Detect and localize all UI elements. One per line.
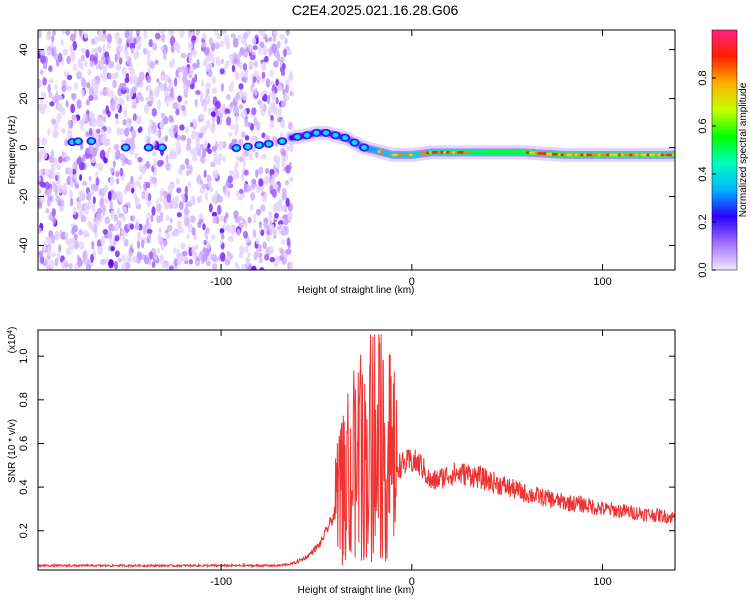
- snr-panel: -100 0 100 0.2 0.4 0.6 0.8 1.0 Height of straig…: [7, 327, 676, 596]
- snr-ytick-label: 0.2: [18, 523, 30, 538]
- snr-ytick-label: 0.6: [18, 436, 30, 451]
- snr-ytick-label: 0.4: [18, 479, 30, 494]
- snr-frame: [37, 329, 676, 571]
- snr-multiplier: (x104): [7, 327, 19, 354]
- spectrogram-xtick-label: 0: [409, 276, 415, 288]
- snr-xtick-label: -100: [210, 576, 232, 588]
- spectrogram-panel: -100 0 100 -40 -20 0 20 40 Height of straight l…: [7, 29, 676, 296]
- spectrogram-ylabel: Frequency (Hz): [7, 116, 18, 185]
- spectrogram-ytick-label: -40: [18, 238, 30, 254]
- spectrogram-xtick-label: -100: [210, 276, 232, 288]
- spectrogram-axes: -100 0 100 -40 -20 0 20 40: [18, 30, 675, 288]
- spectrogram-xtick-label: 100: [593, 276, 611, 288]
- snr-xtick-label: 100: [593, 576, 611, 588]
- snr-xlabel: Height of straight line (km): [298, 585, 415, 596]
- snr-line: [38, 334, 675, 569]
- colorbar: 0.0 0.2 0.4 0.6 0.8 Normalized spectral ampl…: [697, 29, 749, 278]
- spectrogram-ytick-label: 20: [18, 92, 30, 104]
- signal-track: [67, 125, 675, 162]
- colorbar-tick-label: 0.8: [697, 70, 709, 85]
- snr-ytick-label: 1.0: [18, 349, 30, 364]
- snr-series: [38, 334, 675, 569]
- spectrogram-frame: [37, 29, 676, 271]
- colorbar-tick-label: 0.4: [697, 166, 709, 181]
- colorbar-label: Normalized spectral amplitude: [738, 82, 749, 217]
- spectrogram-ytick-label: -20: [18, 189, 30, 205]
- spectrogram-ytick-label: 40: [18, 43, 30, 55]
- snr-xtick-label: 0: [409, 576, 415, 588]
- snr-axes: -100 0 100 0.2 0.4 0.6 0.8 1.0: [18, 330, 675, 588]
- colorbar-gradient: [711, 29, 738, 271]
- spectrogram-ytick-label: 0: [18, 144, 30, 150]
- spectrogram-xlabel: Height of straight line (km): [298, 285, 415, 296]
- chart-title: C2E4.2025.021.16.28.G06: [291, 2, 459, 18]
- colorbar-tick-label: 0.2: [697, 214, 709, 229]
- snr-ylabel: SNR (10 * v/v): [7, 419, 18, 483]
- colorbar-tick-label: 0.0: [697, 262, 709, 277]
- snr-ytick-label: 0.8: [18, 392, 30, 407]
- colorbar-ticks: 0.0 0.2 0.4 0.6 0.8: [697, 70, 716, 278]
- noise-region: [38, 30, 294, 270]
- colorbar-tick-label: 0.6: [697, 118, 709, 133]
